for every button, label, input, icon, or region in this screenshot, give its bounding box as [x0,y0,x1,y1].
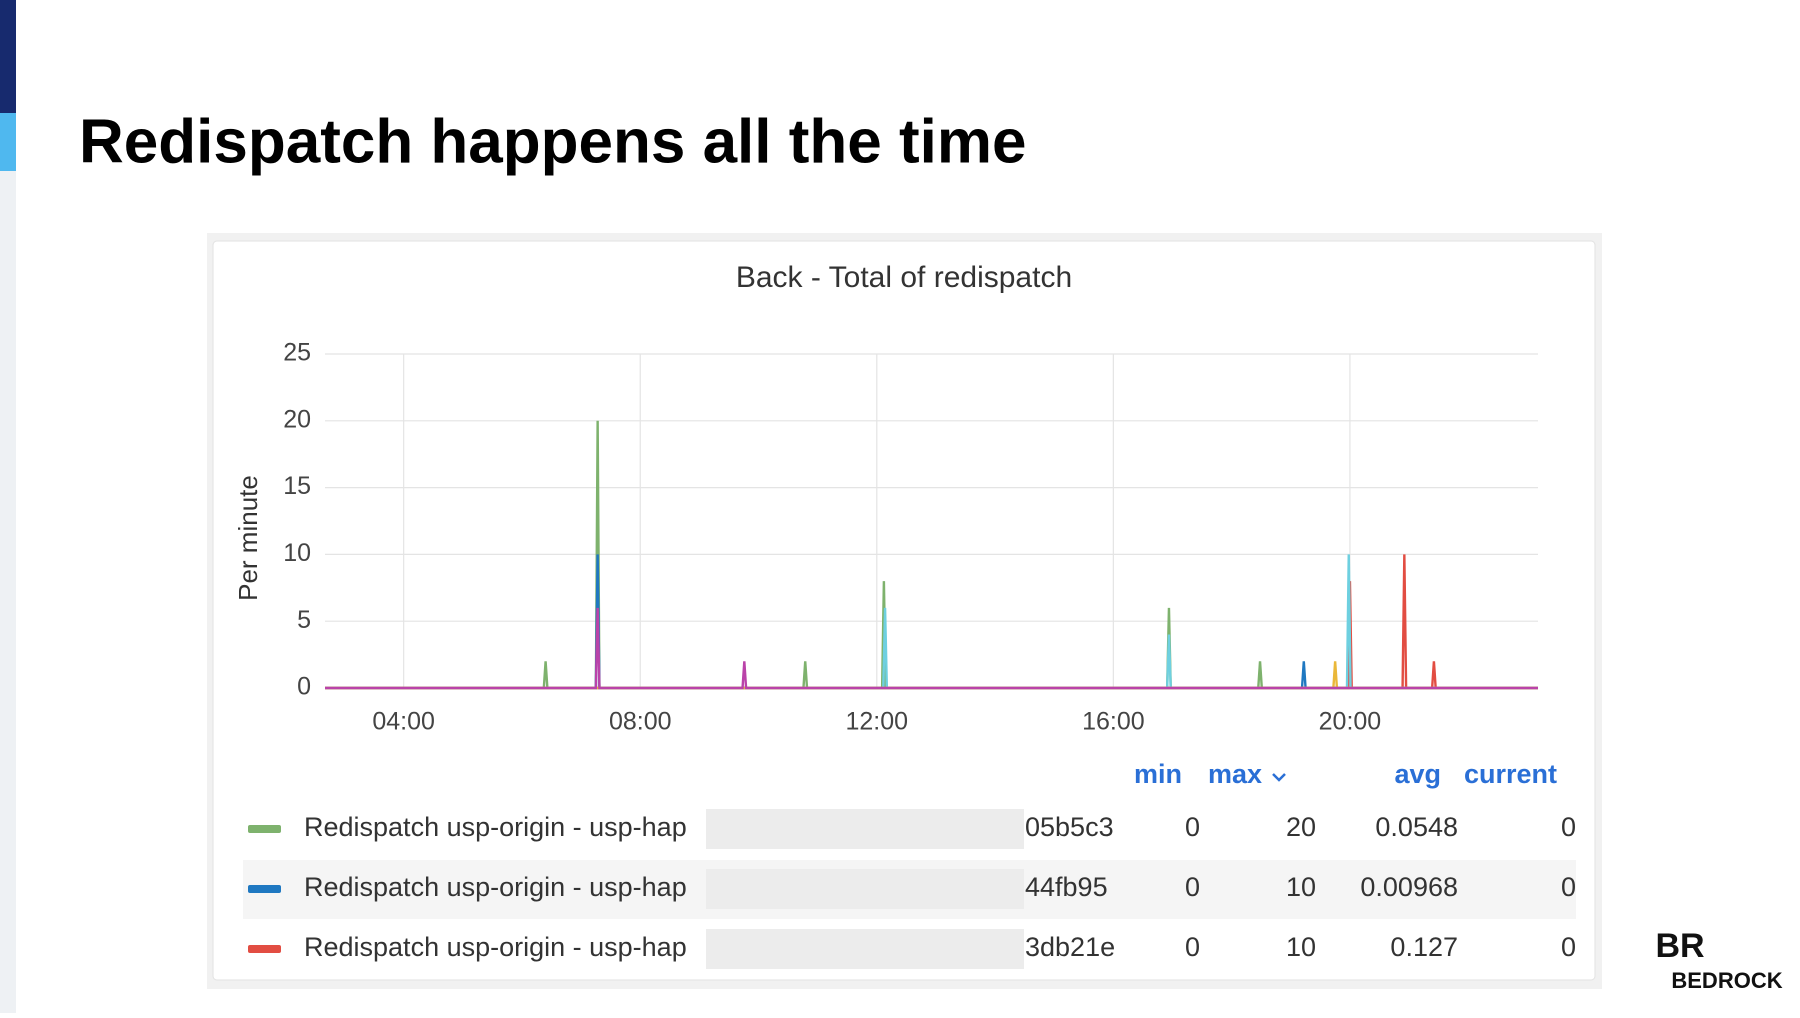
x-tick-label: 08:00 [609,708,672,736]
slide-title: Redispatch happens all the time [79,107,1026,176]
y-tick-label: 10 [283,539,311,567]
legend-stat: 20 [1286,812,1316,842]
legend-stat: 10 [1286,872,1316,902]
legend-stat: 10 [1286,932,1316,962]
y-tick-label: 0 [297,673,311,701]
legend-stat: 0.127 [1390,932,1458,962]
legend-header: current [1464,759,1557,789]
redaction-blur [706,809,1024,849]
y-tick-label: 25 [283,339,311,367]
legend-stat: 0.0548 [1375,812,1458,842]
legend-name: Redispatch usp-origin - usp-hap [304,932,687,962]
legend-stat: 0.00968 [1360,872,1458,902]
legend-stat: 0 [1561,872,1576,902]
x-tick-label: 12:00 [846,708,909,736]
legend-swatch [248,945,281,953]
redaction-blur [706,869,1024,909]
legend-name: Redispatch usp-origin - usp-hap [304,812,687,842]
chart-title: Back - Total of redispatch [736,261,1072,294]
x-tick-label: 16:00 [1082,708,1145,736]
accent-dark [0,0,16,113]
legend-name-suffix: 3db21e [1025,932,1115,962]
x-tick-label: 04:00 [372,708,435,736]
legend-name-suffix: 44fb95 [1025,872,1108,902]
y-tick-label: 5 [297,606,311,634]
y-tick-label: 20 [283,405,311,433]
series-line [325,607,1538,690]
side-strip [0,0,16,1013]
series-line [325,554,1538,690]
legend-swatch [248,825,281,833]
legend-name-suffix: 05b5c3 [1025,812,1114,842]
sort-icon [1272,773,1286,782]
legend-stat: 0 [1185,872,1200,902]
logo-text: BEDROCK [1671,968,1782,993]
y-axis-label: Per minute [233,475,263,601]
legend-stat: 0 [1561,812,1576,842]
logo-mark: BR [1655,927,1704,965]
legend-stat: 0 [1561,932,1576,962]
legend-stat: 0 [1185,932,1200,962]
legend-header: max [1208,759,1262,789]
legend-header: min [1134,759,1182,789]
redaction-blur [706,929,1024,969]
legend-swatch [248,885,281,893]
legend-name: Redispatch usp-origin - usp-hap [304,872,687,902]
panel [212,240,1596,981]
legend-stat: 0 [1185,812,1200,842]
y-tick-label: 15 [283,472,311,500]
x-tick-label: 20:00 [1319,708,1382,736]
accent-light [0,113,16,171]
legend-header: avg [1394,759,1441,789]
